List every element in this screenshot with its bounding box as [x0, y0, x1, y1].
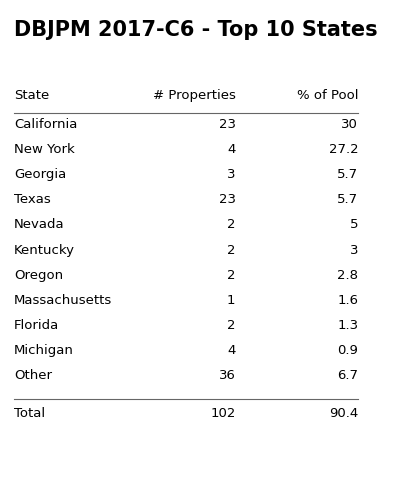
Text: 30: 30	[341, 118, 358, 131]
Text: 36: 36	[219, 369, 236, 382]
Text: 23: 23	[218, 118, 236, 131]
Text: 1: 1	[227, 294, 236, 307]
Text: 3: 3	[227, 169, 236, 181]
Text: 27.2: 27.2	[329, 143, 358, 156]
Text: 5: 5	[350, 219, 358, 231]
Text: 2: 2	[227, 244, 236, 257]
Text: DBJPM 2017-C6 - Top 10 States: DBJPM 2017-C6 - Top 10 States	[14, 19, 378, 39]
Text: % of Pool: % of Pool	[297, 90, 358, 102]
Text: 0.9: 0.9	[337, 344, 358, 356]
Text: 6.7: 6.7	[337, 369, 358, 382]
Text: 2: 2	[227, 219, 236, 231]
Text: State: State	[14, 90, 49, 102]
Text: 5.7: 5.7	[337, 169, 358, 181]
Text: Oregon: Oregon	[14, 268, 63, 281]
Text: Kentucky: Kentucky	[14, 244, 75, 257]
Text: Total: Total	[14, 407, 45, 420]
Text: Other: Other	[14, 369, 52, 382]
Text: 2: 2	[227, 318, 236, 332]
Text: 3: 3	[350, 244, 358, 257]
Text: 102: 102	[210, 407, 236, 420]
Text: Texas: Texas	[14, 193, 50, 206]
Text: Florida: Florida	[14, 318, 59, 332]
Text: 4: 4	[227, 344, 236, 356]
Text: 4: 4	[227, 143, 236, 156]
Text: Michigan: Michigan	[14, 344, 74, 356]
Text: California: California	[14, 118, 77, 131]
Text: 1.3: 1.3	[337, 318, 358, 332]
Text: Georgia: Georgia	[14, 169, 66, 181]
Text: 2: 2	[227, 268, 236, 281]
Text: 5.7: 5.7	[337, 193, 358, 206]
Text: Massachusetts: Massachusetts	[14, 294, 112, 307]
Text: Nevada: Nevada	[14, 219, 64, 231]
Text: 1.6: 1.6	[337, 294, 358, 307]
Text: 90.4: 90.4	[329, 407, 358, 420]
Text: 2.8: 2.8	[337, 268, 358, 281]
Text: New York: New York	[14, 143, 74, 156]
Text: # Properties: # Properties	[152, 90, 236, 102]
Text: 23: 23	[218, 193, 236, 206]
